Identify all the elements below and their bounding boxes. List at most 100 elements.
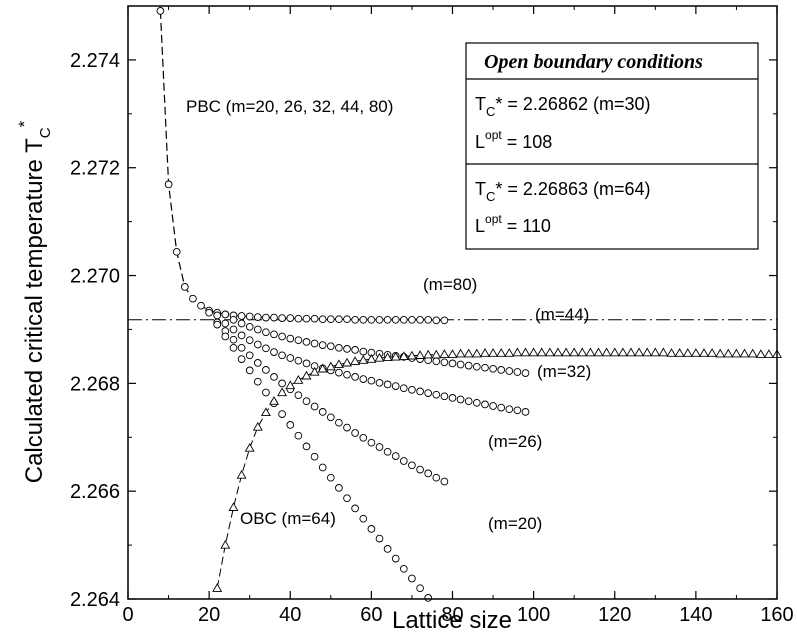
- legend-l-symbol: L: [475, 132, 485, 152]
- pbc-point-series-4: [367, 525, 376, 533]
- pbc-point-series-0: [408, 315, 416, 324]
- obc-point: [642, 347, 653, 357]
- pbc-point-series-1: [343, 345, 351, 353]
- y-axis-ticks: 2.264 2.266 2.268 2.270 2.272 2.274: [70, 50, 777, 611]
- pbc-point-series-0: [164, 180, 173, 189]
- pbc-point-series-3: [408, 461, 416, 470]
- y-axis-title-sub: C: [37, 127, 54, 138]
- obc-point: [569, 347, 580, 357]
- obc-point: [220, 539, 231, 549]
- obc-point: [309, 366, 320, 376]
- pbc-point-series-0: [326, 315, 335, 324]
- pbc-point-series-1: [302, 338, 311, 346]
- pbc-point-series-1: [221, 310, 230, 319]
- pbc-point-series-2: [505, 405, 514, 414]
- obc-point: [366, 353, 377, 363]
- pbc-point-series-1: [335, 343, 343, 352]
- obc-annotation: OBC (m=64): [240, 509, 336, 528]
- pbc-point-series-2: [253, 340, 262, 349]
- obc-point: [739, 348, 750, 358]
- pbc-point-series-2: [351, 373, 359, 381]
- pbc-point-series-3: [294, 391, 303, 400]
- pbc-point-series-3: [432, 473, 441, 482]
- obc-point: [561, 347, 572, 357]
- pbc-point-series-2: [464, 397, 473, 406]
- y-axis-title-sup: *: [15, 120, 34, 127]
- pbc-point-series-1: [294, 336, 303, 345]
- pbc-point-series-1: [229, 315, 238, 324]
- obc-point: [252, 421, 263, 431]
- pbc-point-series-0: [432, 316, 441, 325]
- pbc-fit-line: [159, 10, 445, 321]
- pbc-point-series-4: [310, 452, 319, 461]
- obc-point: [593, 347, 604, 357]
- pbc-point-series-1: [513, 368, 522, 376]
- legend-frame: [465, 42, 759, 250]
- data-points: [156, 7, 782, 602]
- pbc-point-series-2: [286, 354, 295, 362]
- obc-point: [350, 356, 361, 365]
- pbc-point-series-2: [245, 336, 254, 345]
- series-label-m44: (m=44): [535, 305, 589, 324]
- obc-point: [463, 348, 474, 358]
- legend-l-value: = 110: [502, 216, 551, 236]
- pbc-point-series-0: [318, 315, 327, 324]
- pbc-point-series-4: [294, 431, 303, 440]
- y-tick-label: 2.270: [70, 266, 120, 288]
- pbc-point-series-2: [489, 402, 497, 410]
- pbc-point-series-3: [399, 457, 408, 465]
- pbc-point-series-2: [375, 378, 384, 387]
- pbc-point-series-3: [310, 402, 319, 411]
- pbc-point-series-4: [262, 388, 270, 397]
- obc-point: [342, 357, 352, 367]
- pbc-point-series-3: [253, 359, 262, 367]
- obc-point: [747, 348, 758, 358]
- legend-box: Open boundary conditions TC* = 2.26862 (…: [465, 42, 759, 250]
- pbc-point-series-4: [408, 574, 416, 583]
- obc-point: [723, 348, 734, 358]
- pbc-point-series-0: [359, 315, 368, 324]
- pbc-point-series-2: [270, 348, 278, 356]
- x-axis-title: Lattice size: [392, 607, 512, 634]
- pbc-point-series-1: [237, 319, 246, 328]
- y-axis-title-main: Calculated critical temperature T: [21, 138, 48, 483]
- legend-tc-subscript: C: [486, 104, 495, 119]
- obc-point: [244, 442, 255, 452]
- obc-point: [699, 348, 709, 357]
- obc-point: [398, 351, 409, 361]
- pbc-point-series-4: [335, 484, 343, 492]
- pbc-point-series-1: [448, 359, 457, 368]
- pbc-point-series-2: [399, 384, 408, 393]
- pbc-point-series-1: [278, 332, 286, 341]
- obc-point: [480, 348, 490, 357]
- obc-point: [228, 502, 239, 511]
- pbc-point-series-0: [440, 316, 449, 325]
- pbc-point-series-3: [416, 465, 424, 474]
- pbc-point-series-2: [513, 406, 522, 415]
- y-tick-label: 2.268: [70, 373, 120, 395]
- pbc-point-series-2: [481, 400, 489, 409]
- pbc-point-series-4: [278, 410, 286, 418]
- legend-tc-symbol: T: [475, 179, 486, 199]
- pbc-point-series-4: [286, 421, 295, 429]
- obc-point: [601, 347, 612, 357]
- y-tick-label: 2.264: [70, 589, 120, 611]
- pbc-point-series-2: [294, 356, 303, 365]
- obc-point: [763, 349, 774, 358]
- pbc-point-series-0: [253, 313, 262, 321]
- pbc-point-series-1: [270, 330, 278, 339]
- pbc-point-series-3: [237, 343, 246, 352]
- pbc-point-series-0: [302, 314, 311, 323]
- obc-point: [269, 396, 279, 405]
- pbc-point-series-2: [448, 394, 457, 402]
- pbc-point-series-4: [391, 554, 400, 563]
- pbc-point-series-1: [481, 363, 489, 372]
- pbc-point-series-2: [278, 351, 286, 360]
- pbc-point-series-4: [424, 594, 433, 602]
- pbc-point-series-3: [262, 366, 270, 374]
- pbc-point-series-4: [237, 355, 246, 363]
- pbc-point-series-1: [318, 341, 327, 349]
- pbc-point-series-2: [262, 344, 270, 353]
- pbc-point-series-3: [326, 413, 335, 422]
- legend-tc-value: * = 2.26863 (m=64): [495, 179, 650, 199]
